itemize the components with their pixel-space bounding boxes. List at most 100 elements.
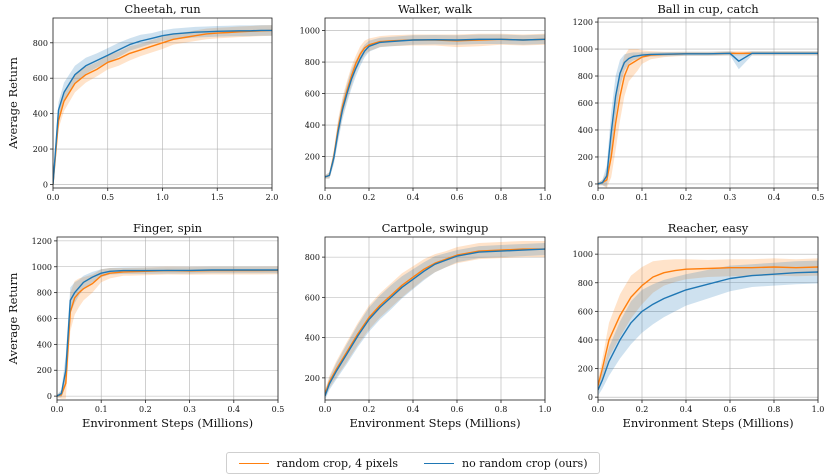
x-tick-label: 0.2 [139,405,152,414]
y-tick-label: 600 [33,74,48,83]
plot-frame [597,236,819,401]
y-axis-label: Average Return [6,57,20,150]
y-tick-label: 400 [305,334,320,343]
panel-2: 0.0 0.2 0.4 0.6 0.8 1.0 200 400 600 800 1000 Walker… [300,2,552,202]
y-tick-label: 1000 [573,45,593,54]
y-tick-label: 400 [33,110,48,119]
y-tick-label: 800 [33,39,48,48]
series-line-1 [53,29,272,185]
legend-swatch-no-random-crop [424,462,455,464]
x-tick-label: 0.3 [724,193,737,202]
y-tick-label: 200 [305,374,320,383]
y-tick-label: 0 [43,180,48,189]
chart-title: Finger, spin [133,221,203,235]
y-tick-label: 200 [305,153,320,162]
x-tick-label: 2.0 [266,193,279,202]
panel-5: 0.0 0.2 0.4 0.6 0.8 1.0 200 400 600 800 Cartpole, … [305,221,552,430]
plot-frame [324,236,546,401]
x-tick-label: 0.0 [319,405,332,414]
x-tick-label: 0.6 [451,193,464,202]
x-axis-label: Environment Steps (Millions) [622,416,793,430]
series-band-2 [325,243,545,400]
x-tick-label: 0.2 [680,193,693,202]
series-band-1 [57,266,278,399]
y-tick-label: 600 [578,99,593,108]
y-tick-label: 800 [37,289,52,298]
legend: random crop, 4 pixels no random crop (ou… [226,452,600,474]
series-line-2 [57,269,278,397]
x-tick-label: 0.6 [724,405,737,414]
series-line-2 [325,248,545,397]
y-tick-label: 200 [578,153,593,162]
x-tick-label: 0.4 [407,405,420,414]
series-band-1 [325,33,545,179]
y-tick-label: 400 [305,121,320,130]
x-tick-label: 0.1 [636,193,649,202]
series-band-1 [53,25,272,188]
panel-4: 0.0 0.1 0.2 0.3 0.4 0.5 0 200 400 600 800 1000 1200 F… [6,221,284,430]
x-tick-label: 0.6 [451,405,464,414]
x-tick-label: 0.2 [636,405,649,414]
y-tick-label: 0 [47,392,52,401]
y-tick-label: 1000 [573,250,593,259]
y-tick-label: 400 [578,126,593,135]
x-tick-label: 0.2 [363,193,376,202]
y-tick-label: 1000 [300,27,320,36]
series-band-2 [598,260,818,396]
y-tick-label: 800 [578,72,593,81]
y-tick-label: 800 [305,58,320,67]
y-axis-label: Average Return [6,272,20,365]
y-tick-label: 400 [37,340,52,349]
x-tick-label: 0.5 [812,193,824,202]
series-line-2 [598,52,818,185]
y-tick-label: 0 [588,180,593,189]
series-line-1 [325,248,545,395]
x-tick-label: 0.0 [51,405,64,414]
y-tick-label: 200 [578,365,593,374]
x-tick-label: 0.0 [319,193,332,202]
y-tick-label: 800 [578,279,593,288]
y-tick-label: 0 [588,393,593,402]
series-band-1 [598,258,818,392]
series-band-2 [598,51,818,187]
y-tick-label: 400 [578,336,593,345]
x-tick-label: 0.3 [183,405,196,414]
x-tick-label: 0.2 [363,405,376,414]
series-line-2 [53,29,272,185]
y-tick-label: 1200 [573,18,593,27]
x-tick-label: 0.8 [495,193,508,202]
x-tick-label: 1.5 [211,193,224,202]
panel-3: 0.0 0.1 0.2 0.3 0.4 0.5 0 200 400 600 800 1000 1200 B… [573,2,824,202]
x-tick-label: 0.5 [101,193,114,202]
x-axis-label: Environment Steps (Millions) [349,416,520,430]
y-tick-label: 600 [37,315,52,324]
panel-6: 0.0 0.2 0.4 0.6 0.8 1.0 0 200 400 600 800 1000 Reach… [573,221,824,430]
x-tick-label: 0.4 [768,193,781,202]
series-line-1 [598,52,818,185]
y-tick-label: 600 [305,90,320,99]
chart-title: Walker, walk [398,2,473,16]
chart-title: Reacher, easy [668,221,749,235]
series-line-2 [598,271,818,391]
x-axis-label: Environment Steps (Millions) [82,416,253,430]
chart-title: Cartpole, swingup [382,221,489,235]
y-tick-label: 1000 [32,263,52,272]
y-tick-label: 800 [305,253,320,262]
legend-swatch-random-crop [238,462,269,464]
x-tick-label: 0.8 [495,405,508,414]
legend-item-no-random-crop: no random crop (ours) [424,457,587,470]
x-tick-label: 0.8 [768,405,781,414]
panel-1: 0.0 0.5 1.0 1.5 2.0 0 200 400 600 800 Cheetah, run… [6,2,278,202]
plot-frame [324,17,546,189]
series-band-1 [598,49,818,188]
x-tick-label: 0.0 [592,193,605,202]
x-tick-label: 0.5 [272,405,285,414]
legend-label-random-crop: random crop, 4 pixels [276,456,399,470]
series-line-1 [598,266,818,386]
x-tick-label: 0.4 [680,405,693,414]
legend-item-random-crop: random crop, 4 pixels [238,456,399,470]
y-tick-label: 600 [305,293,320,302]
series-band-2 [57,266,278,398]
series-line-2 [325,38,545,178]
